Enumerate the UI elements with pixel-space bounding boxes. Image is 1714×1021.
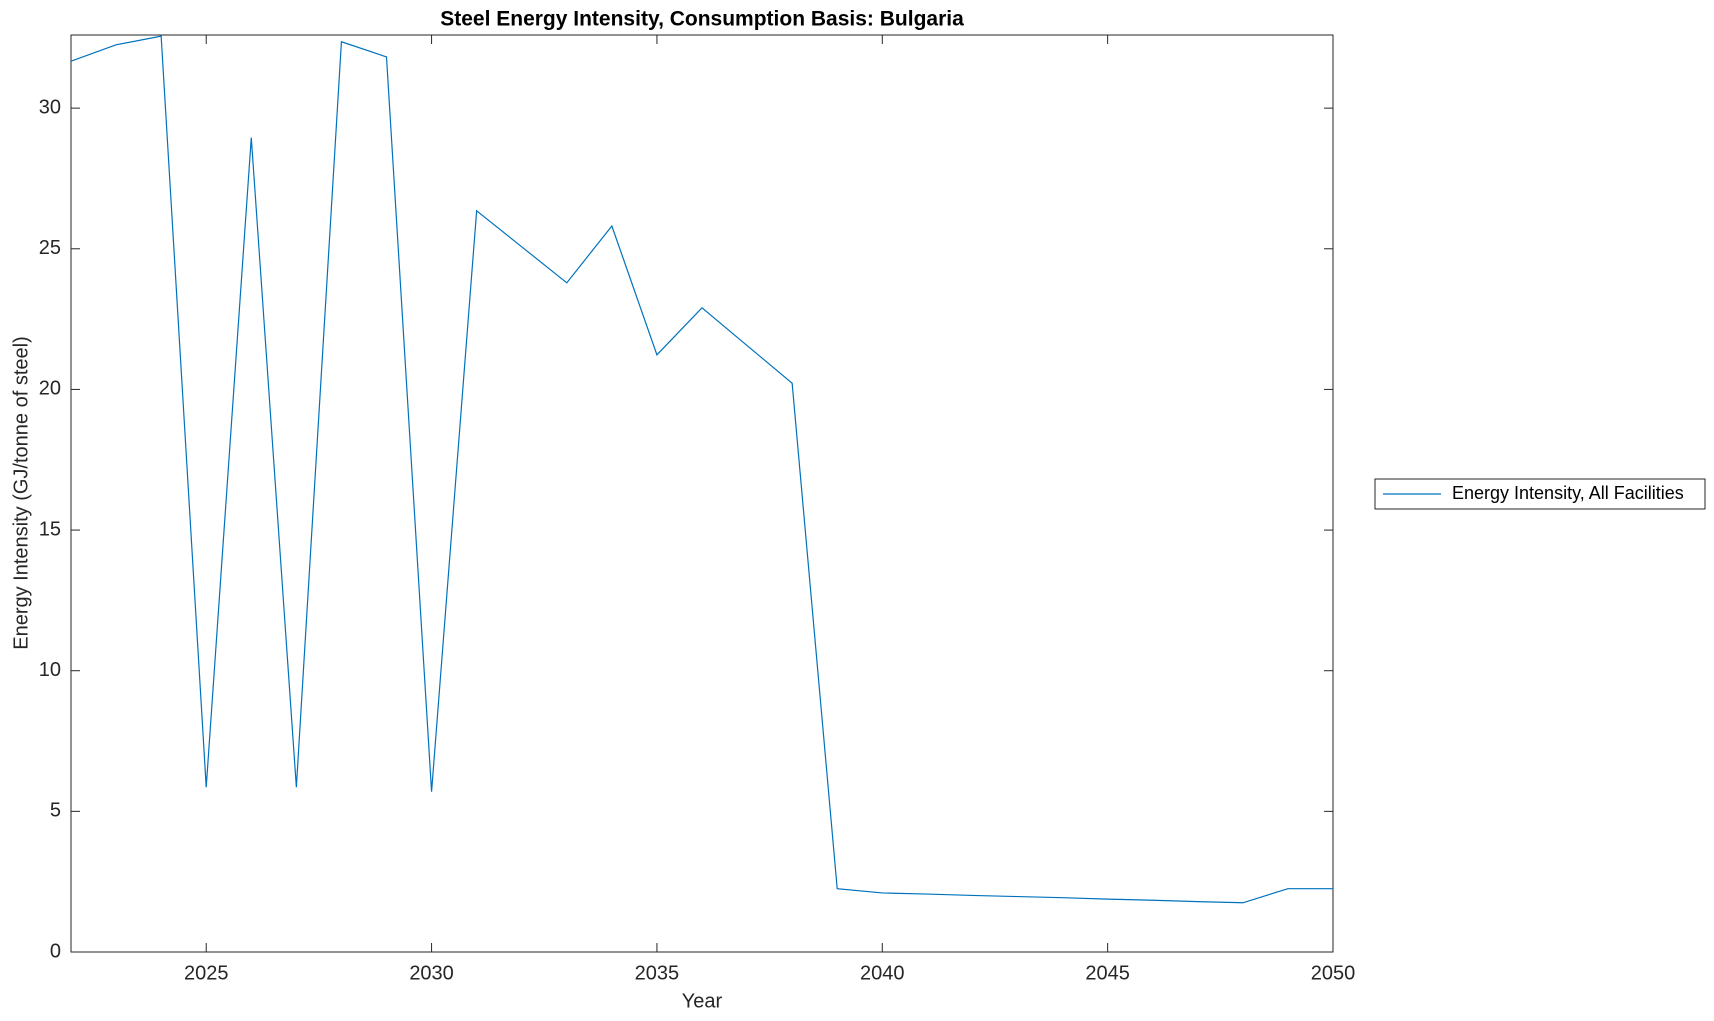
legend-label: Energy Intensity, All Facilities: [1452, 483, 1684, 503]
y-tick-label: 30: [39, 96, 61, 118]
x-tick-label: 2050: [1311, 962, 1356, 984]
x-tick-label: 2040: [860, 962, 905, 984]
y-axis-label: Energy Intensity (GJ/tonne of steel): [10, 336, 32, 650]
data-line: [70, 35, 1333, 904]
y-tick-label: 25: [39, 237, 61, 259]
y-tick-label: 5: [50, 800, 61, 822]
chart-title: Steel Energy Intensity, Consumption Basi…: [440, 8, 964, 31]
x-tick-label: 2035: [635, 962, 680, 984]
y-tick-label: 15: [39, 518, 61, 540]
y-tick-label: 10: [39, 659, 61, 681]
plot-frame: [70, 34, 1334, 953]
x-axis-label: Year: [682, 990, 723, 1012]
x-tick-label: 2025: [184, 962, 229, 984]
x-tick-label: 2045: [1085, 962, 1130, 984]
y-tick-label: 0: [50, 940, 61, 962]
x-tick-label: 2030: [409, 962, 454, 984]
y-tick-label: 20: [39, 378, 61, 400]
